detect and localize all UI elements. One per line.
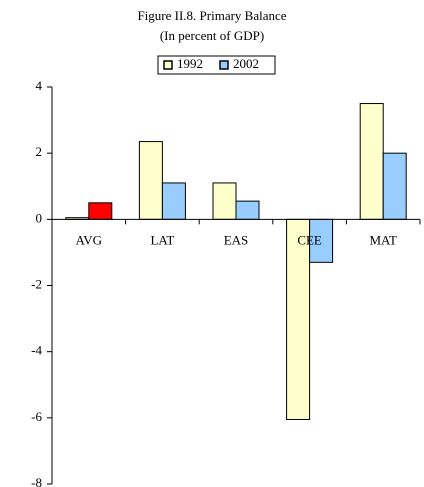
x-tick-label: CEE	[297, 232, 322, 247]
bar	[382, 152, 407, 220]
bar	[138, 141, 163, 220]
legend-box	[157, 55, 276, 75]
bar	[88, 202, 113, 220]
x-tick-label: AVG	[76, 232, 103, 247]
x-tick-label: EAS	[224, 232, 249, 247]
bar	[286, 218, 311, 420]
legend-label: 1992	[177, 56, 203, 71]
legend-swatch	[163, 60, 173, 70]
bar	[235, 200, 260, 220]
bar	[212, 182, 237, 220]
bar	[359, 103, 384, 220]
bar	[161, 182, 186, 220]
x-tick-label: MAT	[369, 232, 397, 247]
y-tick-label: -4	[31, 343, 42, 358]
y-tick-label: -2	[31, 276, 42, 291]
y-tick-label: -8	[31, 475, 42, 487]
chart-subtitle: (In percent of GDP)	[160, 28, 264, 43]
chart-title: Figure II.8. Primary Balance	[137, 8, 286, 23]
legend-swatch	[219, 60, 229, 70]
legend-label: 2002	[233, 56, 259, 71]
y-tick-label: -6	[31, 409, 42, 424]
y-tick-label: 2	[36, 144, 43, 159]
x-tick-label: LAT	[150, 232, 174, 247]
y-tick-label: 4	[36, 78, 43, 93]
y-tick-label: 0	[36, 210, 43, 225]
